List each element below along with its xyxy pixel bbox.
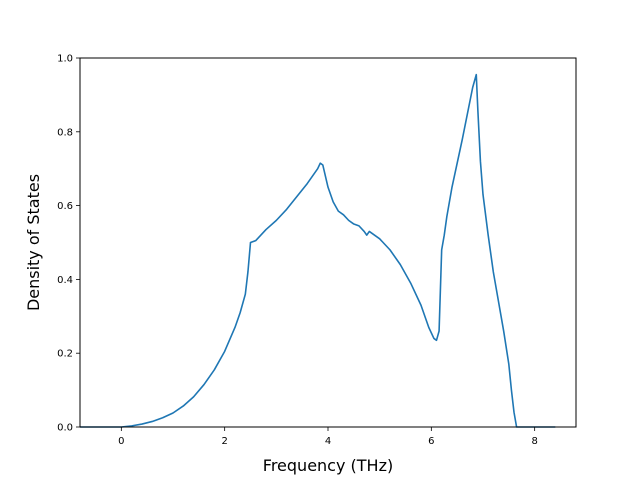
y-axis-label: Density of States <box>24 174 43 311</box>
plot-background <box>80 58 576 427</box>
y-tick-label: 0.4 <box>57 275 73 286</box>
x-tick-label: 4 <box>325 436 331 447</box>
y-tick-label: 0.2 <box>57 349 73 360</box>
x-axis-label: Frequency (THz) <box>263 456 393 475</box>
x-axis-ticks: 0 2 4 6 8 <box>118 427 538 447</box>
y-tick-label: 0.6 <box>57 201 73 212</box>
x-tick-label: 8 <box>531 436 537 447</box>
y-axis-ticks: 0.0 0.2 0.4 0.6 0.8 1.0 <box>57 54 80 434</box>
series-layer <box>80 73 556 428</box>
y-tick-label: 1.0 <box>57 54 73 65</box>
x-tick-label: 0 <box>118 436 124 447</box>
y-tick-label: 0.0 <box>57 423 73 434</box>
x-tick-label: 6 <box>428 436 434 447</box>
dos-series-line <box>80 73 556 428</box>
y-tick-label: 0.8 <box>57 127 73 138</box>
x-tick-label: 2 <box>221 436 227 447</box>
